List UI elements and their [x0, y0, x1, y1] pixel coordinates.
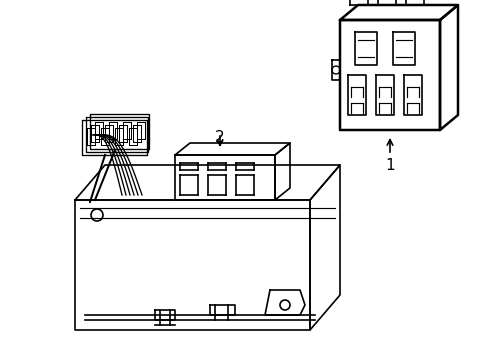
- Text: 1: 1: [385, 158, 394, 173]
- Text: 2: 2: [215, 130, 224, 145]
